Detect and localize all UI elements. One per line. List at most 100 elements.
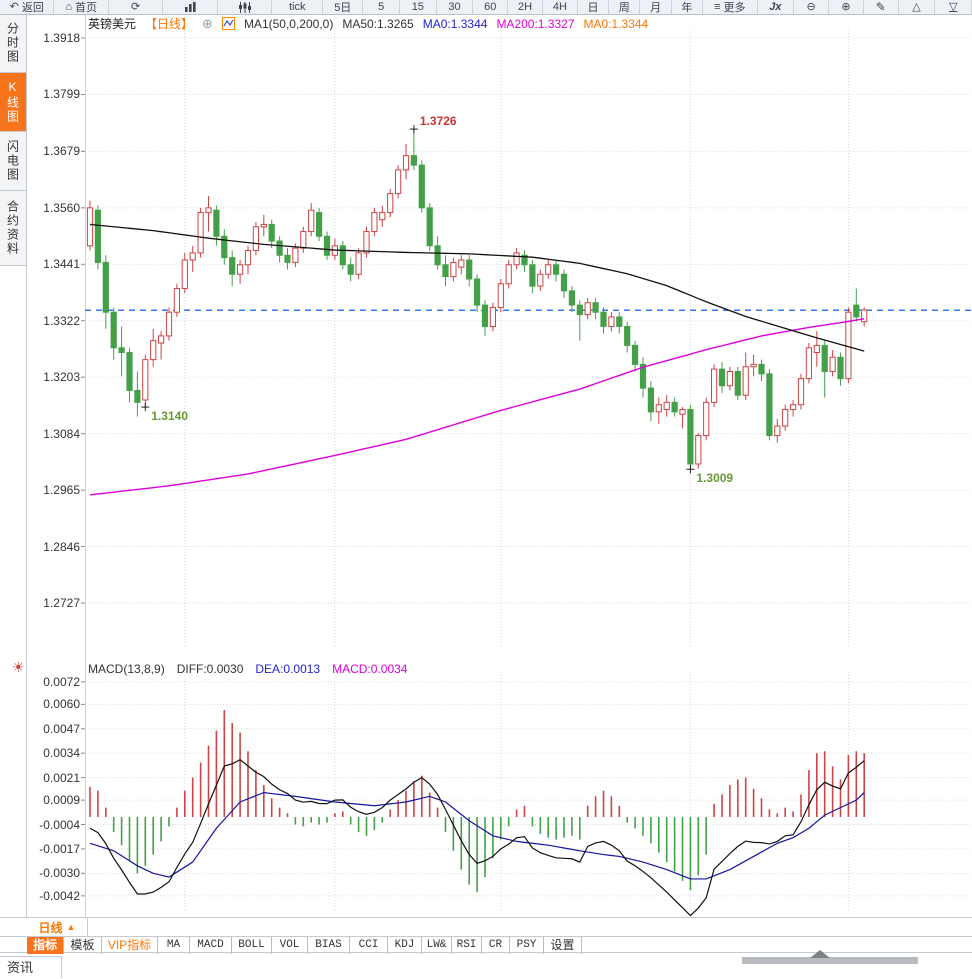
ma0-value: MA0:1.3344 bbox=[422, 16, 488, 31]
price-axis-label: 1.2965 bbox=[43, 483, 80, 498]
sidebar-tab-contract-info[interactable]: 合约资料 bbox=[0, 191, 27, 266]
tab-vip-indicator[interactable]: VIP指标 bbox=[102, 937, 158, 954]
macd-title: MACD(13,8,9) bbox=[88, 661, 165, 676]
ma200-value: MA200:1.3327 bbox=[496, 16, 575, 31]
indicator-fx-button[interactable]: Jx bbox=[758, 0, 795, 14]
period-tick-button[interactable]: tick bbox=[272, 0, 324, 14]
period-15-button[interactable]: 15 bbox=[400, 0, 437, 14]
toolbar-item-label: 年 bbox=[681, 2, 693, 14]
toolbar-item-label: 5日 bbox=[334, 2, 352, 14]
news-tab[interactable]: 资讯 bbox=[0, 956, 62, 978]
toolbar-item-label: 30 bbox=[448, 1, 461, 13]
scroll-left-button[interactable]: △ bbox=[899, 0, 936, 14]
more-button[interactable]: ≡ 更多 bbox=[703, 0, 758, 14]
price-axis-label: 1.3441 bbox=[43, 257, 80, 272]
macd-axis-label: 0.0009 bbox=[43, 793, 80, 808]
period-day-button[interactable]: 日 bbox=[578, 0, 610, 14]
top-toolbar: ↶ 返回 ⌂ 首页 ⟳ tick 5日 5 15 30 60 2H 4H 日周月年 ≡ 更多 Jx ⊖ ⊕ ✎ △ ▽ bbox=[0, 0, 972, 15]
period-week-button[interactable]: 周 bbox=[609, 0, 641, 14]
chart-type-sidebar: 分时图 K线图 闪电图 合约资料 bbox=[0, 14, 27, 266]
tab-rsi[interactable]: RSI bbox=[452, 937, 482, 954]
sidebar-tab-kline[interactable]: K线图 bbox=[0, 73, 27, 132]
pencil-icon: ✎ bbox=[875, 0, 886, 14]
tab-lw[interactable]: LW& bbox=[422, 937, 452, 954]
tab-indicator[interactable]: 指标 bbox=[27, 937, 64, 954]
home-button[interactable]: ⌂ 首页 bbox=[54, 0, 109, 14]
triangle-down-icon: ▽ bbox=[948, 0, 958, 13]
scroll-right-button[interactable]: ▽ bbox=[935, 0, 972, 14]
toolbar-item-label: 60 bbox=[484, 1, 497, 13]
period-30-button[interactable]: 30 bbox=[437, 0, 474, 14]
back-button[interactable]: ↶ 返回 bbox=[0, 0, 55, 14]
tab-settings[interactable]: 设置 bbox=[544, 937, 582, 954]
period-year-button[interactable]: 年 bbox=[672, 0, 704, 14]
tab-vol[interactable]: VOL bbox=[272, 937, 308, 954]
tab-bias[interactable]: BIAS bbox=[308, 937, 350, 954]
tab-kdj[interactable]: KDJ bbox=[388, 937, 422, 954]
sidebar-tab-timeshare[interactable]: 分时图 bbox=[0, 14, 27, 73]
period-month-button[interactable]: 月 bbox=[640, 0, 672, 14]
period-5d-button[interactable]: 5日 bbox=[323, 0, 364, 14]
plot-left-border bbox=[85, 14, 86, 917]
price-axis-label: 1.3084 bbox=[43, 426, 80, 441]
toolbar-item-label: 返回 bbox=[21, 2, 44, 14]
period-2h-button[interactable]: 2H bbox=[508, 0, 543, 14]
sidebar-tab-lightning[interactable]: 闪电图 bbox=[0, 132, 27, 191]
home-icon: ⌂ bbox=[65, 0, 72, 13]
candlestick-button[interactable] bbox=[218, 0, 273, 14]
toolbar-item-label: 月 bbox=[650, 2, 662, 14]
period-4h-button[interactable]: 4H bbox=[543, 0, 578, 14]
tab-cr[interactable]: CR bbox=[482, 937, 510, 954]
tab-boll[interactable]: BOLL bbox=[232, 937, 272, 954]
period-selector-label: 日线 bbox=[38, 920, 63, 935]
zoom-out-button[interactable]: ⊖ bbox=[794, 0, 829, 14]
macd-axis-label: -0.0004 bbox=[39, 817, 80, 832]
back-icon: ↶ bbox=[9, 0, 19, 13]
period-selector-button[interactable]: 日线 ▲ bbox=[27, 918, 88, 936]
toolbar-item-label: 首页 bbox=[75, 2, 97, 14]
macd-diff-value: DIFF:0.0030 bbox=[176, 661, 244, 676]
toolbar-item-label: 5 bbox=[378, 1, 385, 13]
macd-macd-value: MACD:0.0034 bbox=[332, 661, 408, 676]
tab-cci[interactable]: CCI bbox=[350, 937, 388, 954]
chart-settings-icon[interactable] bbox=[221, 17, 235, 30]
price-annotation: 1.3726 bbox=[419, 114, 457, 129]
bar-chart-button[interactable] bbox=[163, 0, 218, 14]
symbol-name: 英镑美元 bbox=[88, 17, 137, 31]
toolbar-item-label: 2H bbox=[518, 1, 533, 13]
indicator-tab-bar: 指标 模板 VIP指标 MA MACD BOLL VOL BIAS CCI KDJ LW& RSI CR… bbox=[0, 936, 972, 954]
ma50-value: MA50:1.3265 bbox=[342, 16, 414, 31]
indicator-settings-icon[interactable]: ☀ bbox=[12, 659, 25, 675]
price-axis-label: 1.3560 bbox=[43, 200, 80, 215]
macd-axis-label: -0.0042 bbox=[39, 888, 80, 903]
refresh-button[interactable]: ⟳ bbox=[109, 0, 164, 14]
macd-legend: MACD(13,8,9) DIFF:0.0030 DEA:0.0013 MACD… bbox=[88, 661, 407, 676]
price-axis-label: 1.3679 bbox=[43, 144, 80, 159]
add-indicator-icon[interactable]: ⊕ bbox=[202, 15, 213, 31]
sidebar-background bbox=[0, 14, 27, 936]
zoom-in-button[interactable]: ⊕ bbox=[829, 0, 864, 14]
toolbar-item-label: 日 bbox=[587, 2, 599, 14]
chevron-up-icon: ▲ bbox=[66, 922, 76, 932]
macd-axis-label: -0.0017 bbox=[39, 841, 80, 856]
macd-dea-value: DEA:0.0013 bbox=[255, 661, 321, 676]
price-axis-label: 1.3203 bbox=[43, 370, 80, 385]
tab-psy[interactable]: PSY bbox=[510, 937, 544, 954]
period-5-button[interactable]: 5 bbox=[363, 0, 400, 14]
price-axis-label: 1.3918 bbox=[43, 31, 80, 45]
scrollbar-triangle-handle[interactable] bbox=[810, 950, 830, 958]
price-annotation: 1.3009 bbox=[696, 471, 734, 486]
tab-ma[interactable]: MA bbox=[158, 937, 190, 954]
period-60-button[interactable]: 60 bbox=[473, 0, 509, 14]
ma0-alt-value: MA0:1.3344 bbox=[583, 16, 649, 31]
horizontal-scrollbar[interactable] bbox=[742, 957, 918, 964]
price-axis-label: 1.3322 bbox=[43, 313, 80, 328]
tab-template[interactable]: 模板 bbox=[64, 937, 102, 954]
tab-macd[interactable]: MACD bbox=[190, 937, 232, 954]
macd-axis-label: 0.0021 bbox=[43, 770, 80, 785]
fx-icon: Jx bbox=[769, 0, 782, 13]
x-axis-row bbox=[0, 917, 972, 937]
draw-button[interactable]: ✎ bbox=[864, 0, 899, 14]
